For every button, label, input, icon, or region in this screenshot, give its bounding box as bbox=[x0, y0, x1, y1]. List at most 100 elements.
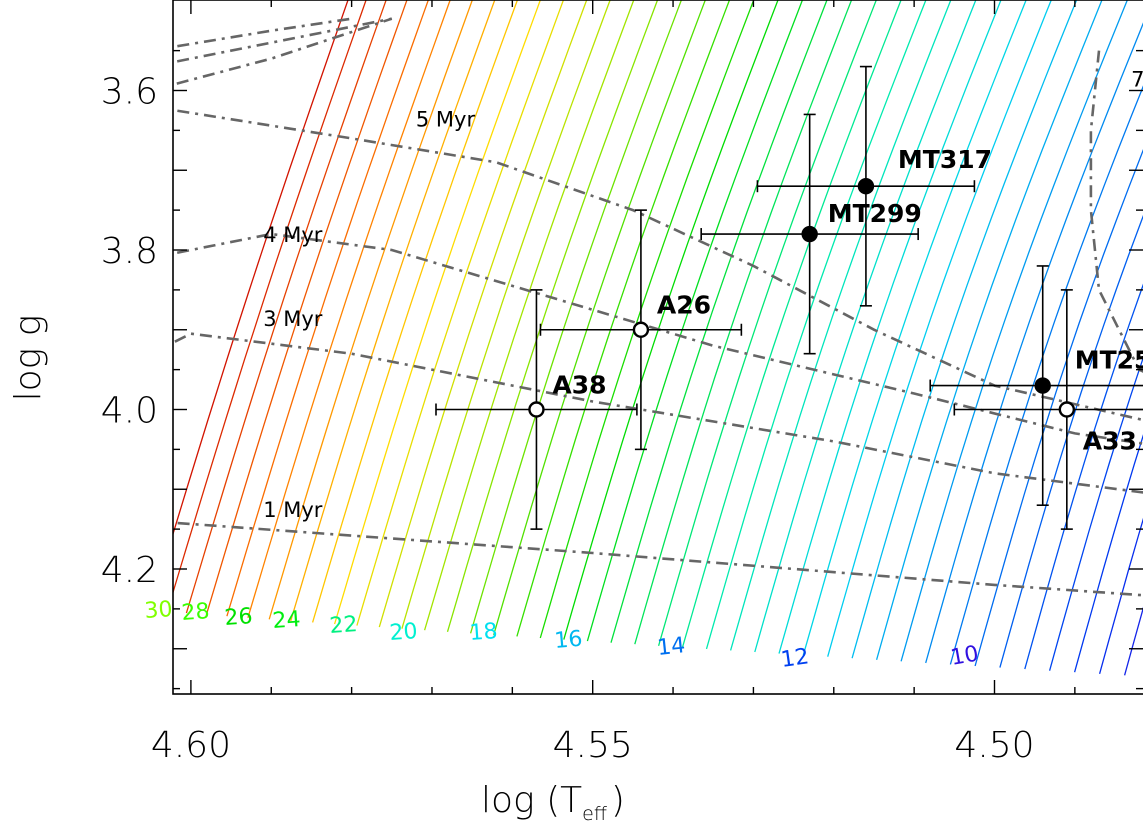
mass-track-label: 20 bbox=[389, 619, 419, 646]
mass-track-label: 12 bbox=[779, 644, 810, 673]
mass-track bbox=[469, 0, 683, 634]
axis-ticks: 4.604.554.504.454.403.63.84.04.2 bbox=[101, 0, 1143, 766]
mass-track bbox=[173, 0, 349, 537]
mass-track-label: 14 bbox=[656, 633, 686, 661]
mass-track bbox=[949, 85, 1143, 665]
isochrone-curve bbox=[173, 521, 1143, 597]
data-points: MT317MT299A26A38MT259A33MT343MT282 bbox=[435, 65, 1143, 530]
mass-track-label: 10 bbox=[949, 641, 981, 670]
star-label: MT317 bbox=[898, 145, 992, 174]
mass-track bbox=[586, 0, 804, 642]
mass-track bbox=[974, 148, 1143, 667]
mass-track bbox=[1024, 283, 1143, 670]
isochrone-label: 5 Myr bbox=[416, 107, 476, 131]
mass-track bbox=[754, 0, 977, 653]
mass-track bbox=[516, 0, 731, 637]
mass-track bbox=[1098, 517, 1143, 674]
mass-track bbox=[173, 0, 367, 595]
isochrone-label: 3 Myr bbox=[263, 307, 323, 331]
filled-point bbox=[857, 177, 875, 195]
mass-track bbox=[1073, 434, 1143, 673]
y-tick-label: 3.8 bbox=[101, 231, 158, 272]
open-point bbox=[632, 321, 650, 338]
y-tick-label: 3.6 bbox=[101, 72, 158, 113]
star-mt317: MT317 bbox=[756, 65, 992, 307]
isochrone-label: 1 Myr bbox=[263, 498, 323, 522]
mass-track bbox=[705, 0, 927, 650]
mass-track bbox=[851, 0, 1078, 659]
star-a38: A38 bbox=[435, 289, 638, 530]
mass-labels: 30 28 26 24 22 20 18 16 14 12 10 bbox=[144, 597, 981, 673]
mass-track bbox=[446, 0, 659, 632]
mass-track bbox=[401, 0, 611, 629]
mass-track bbox=[875, 0, 1103, 660]
isochrone-label: 7 Myr bbox=[1131, 68, 1143, 92]
star-label: A33 bbox=[1083, 427, 1137, 456]
isochrone-curve bbox=[173, 17, 352, 49]
mass-track bbox=[729, 0, 952, 651]
isochrone-curve bbox=[173, 108, 1143, 422]
mass-track bbox=[563, 0, 779, 640]
mass-track bbox=[378, 0, 588, 628]
filled-point bbox=[1034, 377, 1051, 394]
star-mt259: MT259 bbox=[929, 265, 1143, 507]
isochrone-label: 4 Myr bbox=[263, 223, 323, 247]
y-tick-label: 4.0 bbox=[101, 391, 158, 432]
mass-track bbox=[778, 0, 1002, 654]
isochrone-curve bbox=[173, 17, 393, 86]
mass-track-label: 22 bbox=[329, 612, 359, 639]
mass-track bbox=[1048, 356, 1143, 671]
x-tick-label: 4.50 bbox=[954, 725, 1034, 766]
mass-track bbox=[802, 0, 1027, 656]
mass-track-label: 28 bbox=[181, 599, 211, 626]
mass-track bbox=[185, 0, 387, 614]
mass-track bbox=[333, 0, 542, 625]
mass-track bbox=[423, 0, 635, 631]
y-tick-label: 4.2 bbox=[101, 550, 158, 591]
isochrone-curve bbox=[173, 332, 1143, 494]
mass-track-label: 30 bbox=[144, 597, 174, 624]
isochrone-curve bbox=[173, 17, 393, 64]
plot-border bbox=[172, 0, 1143, 695]
plot-frame bbox=[172, 0, 1143, 695]
mass-track-label: 18 bbox=[469, 619, 499, 646]
mass-tracks bbox=[173, 0, 1143, 676]
mass-track bbox=[356, 0, 565, 626]
x-tick-label: 4.55 bbox=[553, 725, 633, 766]
mass-track-label: 16 bbox=[553, 627, 583, 654]
star-a26: A26 bbox=[539, 209, 743, 451]
filled-point bbox=[801, 225, 818, 243]
mass-track bbox=[634, 0, 853, 645]
mass-track bbox=[827, 0, 1052, 657]
mass-track bbox=[999, 214, 1143, 668]
isochrone-curve bbox=[173, 232, 1143, 445]
mass-track bbox=[900, 0, 1129, 662]
x-tick-label: 4.60 bbox=[151, 725, 231, 766]
mass-track bbox=[610, 0, 828, 643]
mass-track bbox=[268, 0, 474, 620]
star-mt299: MT299 bbox=[700, 113, 922, 355]
star-label: A26 bbox=[657, 291, 711, 320]
y-axis-title: log g bbox=[8, 315, 49, 402]
mass-track-label: 26 bbox=[224, 604, 254, 631]
mass-track bbox=[205, 0, 408, 615]
mass-track bbox=[226, 0, 430, 617]
mass-track-label: 24 bbox=[272, 607, 302, 634]
star-a33: A33 bbox=[953, 289, 1143, 530]
star-label: A38 bbox=[552, 371, 606, 400]
x-axis-title: log (Teff) bbox=[481, 780, 625, 825]
star-label: MT259 bbox=[1075, 346, 1143, 375]
x-axis-subscript: eff bbox=[582, 803, 607, 825]
mass-track bbox=[247, 0, 451, 618]
mass-track bbox=[539, 0, 755, 639]
mass-track bbox=[493, 0, 707, 636]
mass-track bbox=[657, 0, 877, 646]
open-point bbox=[1058, 401, 1076, 418]
mass-track bbox=[311, 0, 519, 623]
mass-track bbox=[290, 0, 496, 622]
star-label: MT299 bbox=[828, 199, 922, 228]
open-point bbox=[528, 401, 545, 418]
mass-track bbox=[925, 22, 1143, 664]
